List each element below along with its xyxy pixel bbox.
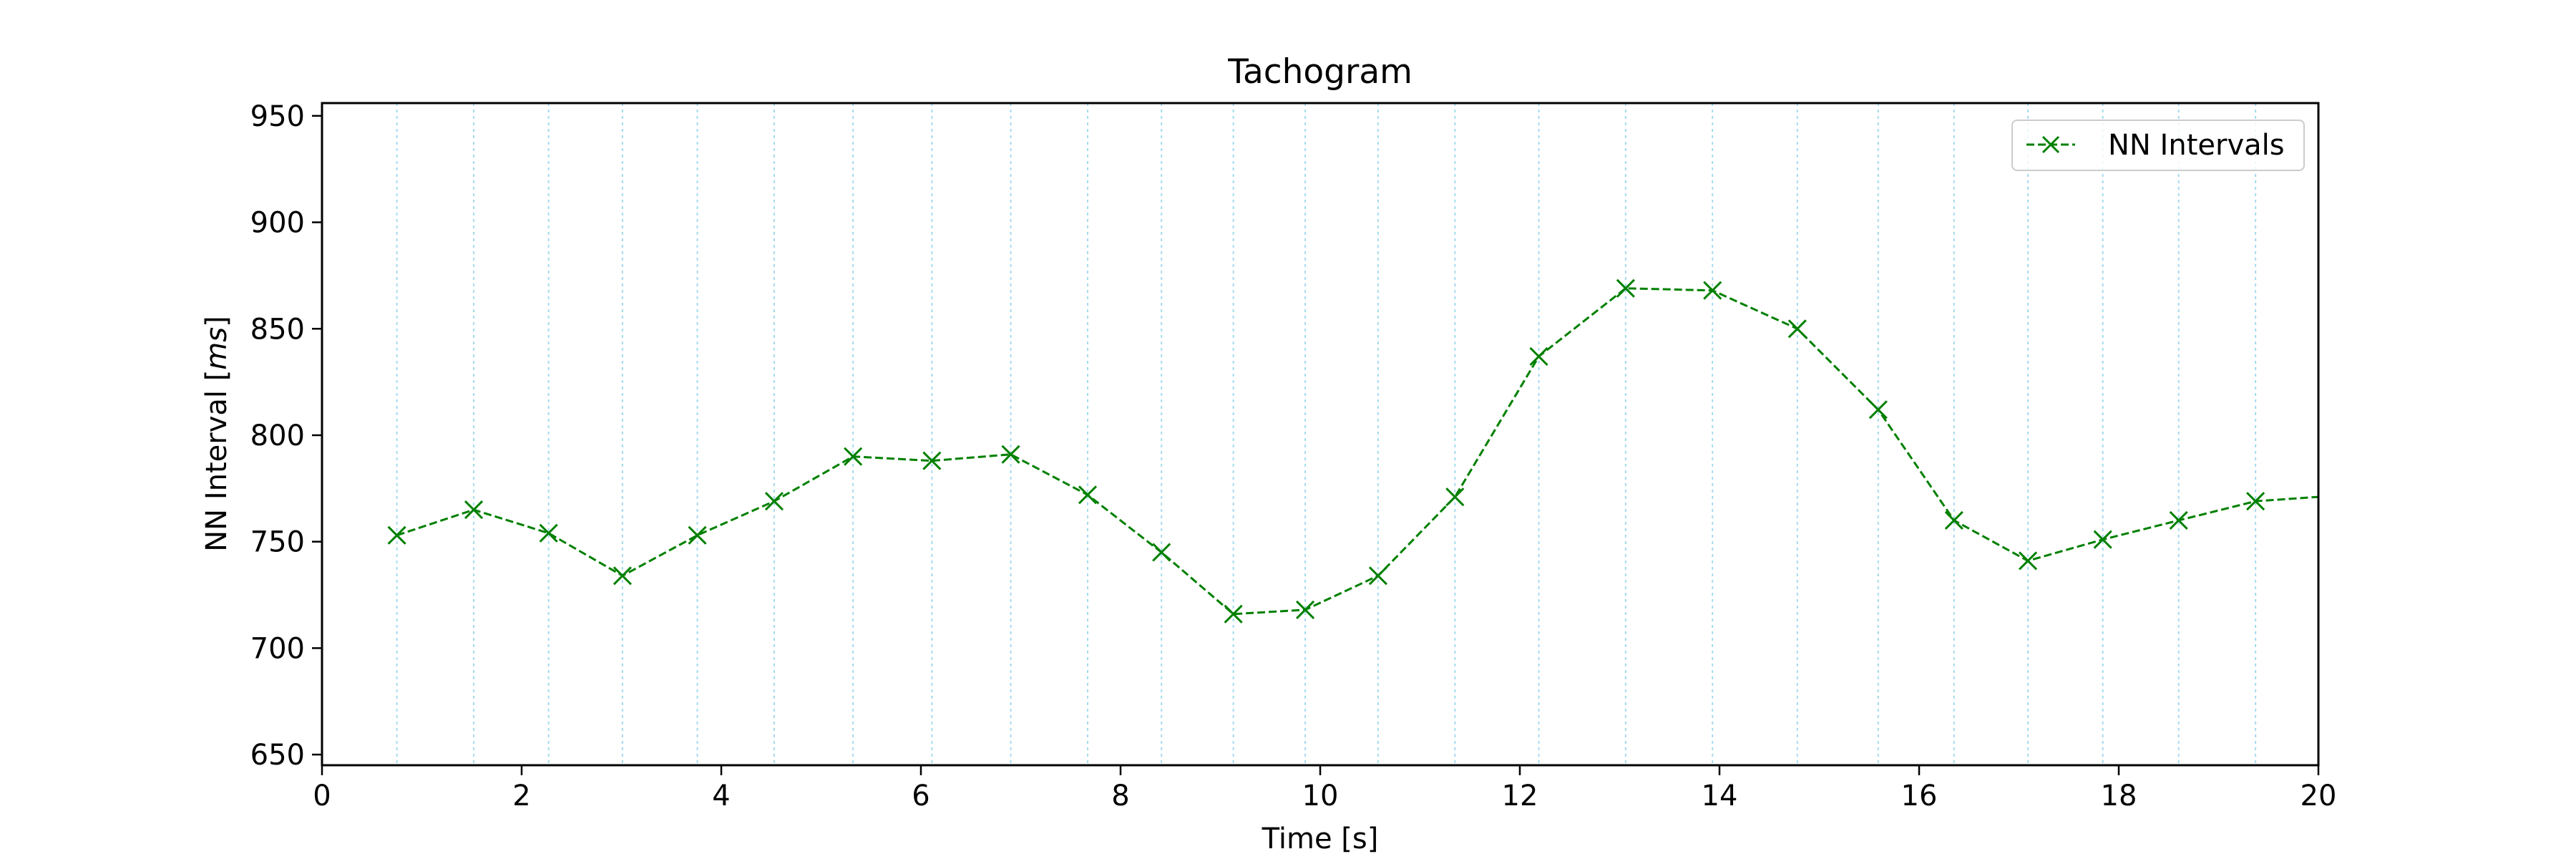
y-axis-label-suffix: ] xyxy=(200,316,233,327)
data-point-marker xyxy=(1787,319,1807,339)
data-point-marker xyxy=(2169,510,2188,530)
data-point-marker xyxy=(539,523,558,543)
series-layer xyxy=(387,278,2357,623)
x-tick-label: 0 xyxy=(313,780,331,812)
data-point-marker xyxy=(2340,486,2357,503)
legend-box xyxy=(2011,120,2305,171)
y-tick-label: 950 xyxy=(250,100,305,133)
series-line xyxy=(396,287,2318,616)
y-tick-label: 800 xyxy=(250,419,305,452)
data-point-marker xyxy=(1152,543,1171,562)
data-point-marker xyxy=(764,492,784,511)
y-axis: 650 700 750 800 850 900 950 xyxy=(250,100,322,772)
grid-lines xyxy=(396,103,2257,765)
x-tick-label: 8 xyxy=(1111,780,1129,812)
data-point-marker xyxy=(1868,400,1888,419)
data-point-marker xyxy=(613,566,632,586)
x-tick-label: 20 xyxy=(2301,780,2337,812)
legend: NN Intervals xyxy=(2011,120,2305,171)
y-tick-label: 900 xyxy=(250,207,305,240)
plot-frame xyxy=(321,102,2320,767)
x-axis-label: Time [s] xyxy=(1262,822,1379,855)
x-tick-label: 18 xyxy=(2101,780,2137,812)
data-point-marker xyxy=(464,500,484,520)
legend-label: NN Intervals xyxy=(2108,129,2285,162)
x-axis: 0 2 4 6 8 10 12 14 16 18 20 xyxy=(313,765,2336,812)
data-point-marker xyxy=(1944,510,1963,530)
data-point-marker xyxy=(844,447,863,466)
data-point-marker xyxy=(1224,604,1243,623)
data-point-marker xyxy=(2093,530,2112,549)
x-tick-label: 10 xyxy=(1302,780,1339,812)
data-point-marker xyxy=(1616,278,1635,298)
data-point-marker xyxy=(1529,346,1548,366)
y-tick-label: 650 xyxy=(250,739,305,772)
data-point-marker xyxy=(1368,566,1387,586)
x-tick-label: 16 xyxy=(1901,780,1938,812)
legend-marker xyxy=(2041,135,2060,154)
data-point-marker xyxy=(1703,281,1722,300)
chart-title: Tachogram xyxy=(1227,52,1413,92)
data-point-marker xyxy=(1078,485,1098,505)
y-axis-label: NN Interval [ms] xyxy=(200,316,233,551)
x-tick-label: 2 xyxy=(512,780,530,812)
data-point-marker xyxy=(1001,445,1020,464)
x-tick-label: 14 xyxy=(1702,780,1738,812)
y-axis-label-prefix: NN Interval [ xyxy=(200,370,233,552)
y-tick-label: 700 xyxy=(250,632,305,665)
x-tick-label: 4 xyxy=(712,780,730,812)
data-point-marker xyxy=(688,525,707,545)
data-point-marker xyxy=(2246,492,2265,511)
x-tick-label: 12 xyxy=(1502,780,1538,812)
data-point-marker xyxy=(2018,551,2038,571)
data-point-marker xyxy=(387,525,406,545)
data-point-marker xyxy=(1445,487,1465,507)
x-tick-label: 6 xyxy=(912,780,930,812)
y-axis-label-unit: ms xyxy=(200,327,233,370)
data-point-marker xyxy=(922,451,942,470)
data-point-marker xyxy=(1296,600,1315,619)
y-tick-label: 750 xyxy=(250,526,305,559)
y-tick-label: 850 xyxy=(250,313,305,346)
